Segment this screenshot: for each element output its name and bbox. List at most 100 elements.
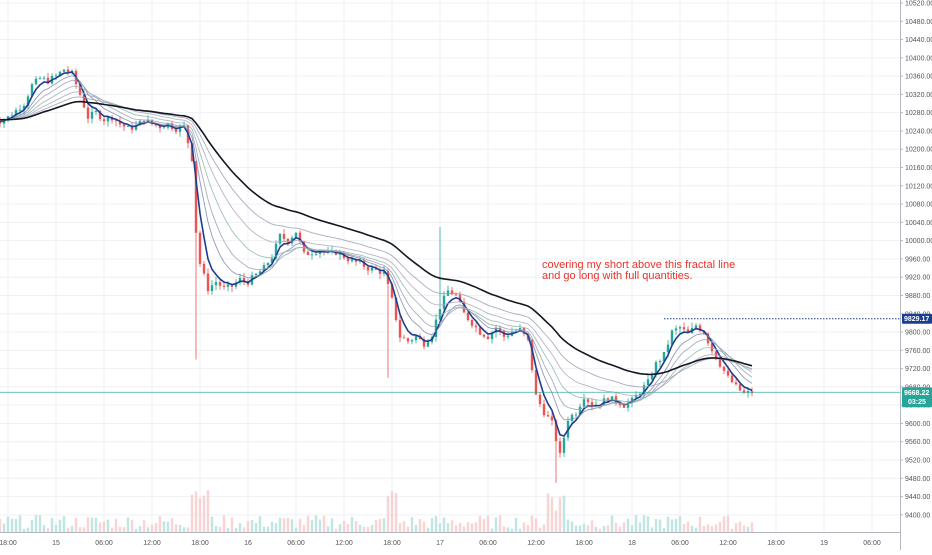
volume-bar [330, 518, 334, 532]
candle-body [230, 284, 234, 287]
volume-bar [22, 528, 26, 532]
candle-body [390, 284, 394, 298]
candle-body [254, 273, 258, 276]
volume-bar [642, 515, 646, 532]
moving-average-line [0, 85, 753, 402]
volume-bar [678, 516, 682, 532]
price-tick-label: 10200.00 [905, 147, 932, 154]
candle-body [402, 337, 406, 339]
volume-bar [742, 525, 746, 532]
price-tick-label: 10040.00 [905, 220, 932, 227]
price-tick-label: 10160.00 [905, 165, 932, 172]
candle-body [534, 369, 538, 395]
candle-body [634, 394, 638, 398]
candle-body [654, 362, 658, 376]
candle-body [506, 335, 510, 337]
candle-body [470, 319, 474, 326]
last-price-badge [902, 387, 932, 408]
candle-body [442, 295, 446, 310]
volume-bar [570, 521, 574, 532]
volume-bar [6, 516, 10, 532]
volume-bar [406, 526, 410, 532]
candle-body [274, 243, 278, 259]
price-axis[interactable]: 10520.00 10480.00 10440.00 10400.00 10360.00… [900, 0, 932, 550]
volume-bar [630, 525, 634, 532]
volume-bar [702, 525, 706, 532]
volume-bar [58, 519, 62, 532]
candle-body [382, 271, 386, 274]
volume-bar [178, 524, 182, 532]
moving-average-ribbon [0, 71, 753, 437]
volume-bar [78, 527, 82, 532]
volume-bar [218, 526, 222, 532]
candle-body [58, 71, 62, 76]
volume-bar [430, 518, 434, 532]
volume-bar [734, 523, 738, 532]
time-tick-label: 16 [244, 540, 252, 547]
volume-bar [738, 521, 742, 532]
volume-bar [542, 524, 546, 532]
volume-bar [722, 516, 726, 532]
candle-body [98, 111, 102, 120]
volume-bar [214, 525, 218, 532]
volume-bar [66, 527, 70, 532]
volume-bar [170, 518, 174, 532]
candle-body [206, 273, 210, 292]
volume-bar [378, 519, 382, 532]
candle-body [658, 361, 662, 363]
volume-bar [158, 516, 162, 532]
candle-body [494, 327, 498, 333]
volume-bar [98, 522, 102, 532]
volume-bar [346, 524, 350, 532]
candle-body [270, 258, 274, 264]
moving-average-line [0, 79, 753, 410]
price-tick-label: 10000.00 [905, 238, 932, 245]
time-tick-label: 06:00 [287, 540, 305, 547]
time-axis[interactable]: 18:00 15 06:00 12:00 18:00 16 06:00 12:00 18:00 1… [0, 532, 900, 550]
candle-body [670, 330, 674, 345]
volume-bar [186, 527, 190, 532]
candle-body [30, 84, 34, 97]
time-tick-label: 12:00 [719, 540, 737, 547]
candle-body [554, 420, 558, 442]
volume-bar [638, 522, 642, 532]
candle-body [238, 277, 242, 283]
volume-bar [62, 516, 66, 532]
volume-bar [238, 523, 242, 532]
candle-body [54, 75, 58, 77]
candle-body [546, 415, 550, 417]
price-badges: 9829.17 9668.22 03:25 [902, 313, 932, 408]
time-tick-label: 19 [820, 540, 828, 547]
volume-bar [310, 520, 314, 532]
candle-body [346, 258, 350, 262]
candle-body [6, 116, 10, 120]
candle-body [262, 265, 266, 272]
moving-average-line [0, 96, 753, 388]
candle-body [354, 259, 358, 262]
candle-body [686, 329, 690, 334]
volume-bar [42, 525, 46, 532]
candle-body [730, 375, 734, 383]
candle-body [154, 124, 158, 126]
volume-bar [514, 517, 518, 532]
volume-bar [14, 519, 18, 532]
volume-bar [0, 518, 2, 532]
volume-bar [270, 521, 274, 532]
volume-bar [282, 518, 286, 532]
volume-bar [674, 518, 678, 532]
volume-bar [10, 518, 14, 532]
candle-body [550, 416, 554, 421]
candle-body [630, 397, 634, 403]
volume-bar [498, 515, 502, 532]
candle-body [522, 327, 526, 335]
volume-bar [510, 528, 514, 532]
volume-bar [94, 517, 98, 532]
candle-body [42, 77, 46, 79]
volume-bar [278, 517, 282, 532]
volume-bar [342, 520, 346, 532]
volume-bar [246, 520, 250, 532]
candle-body [718, 359, 722, 367]
volume-bar [562, 495, 566, 532]
